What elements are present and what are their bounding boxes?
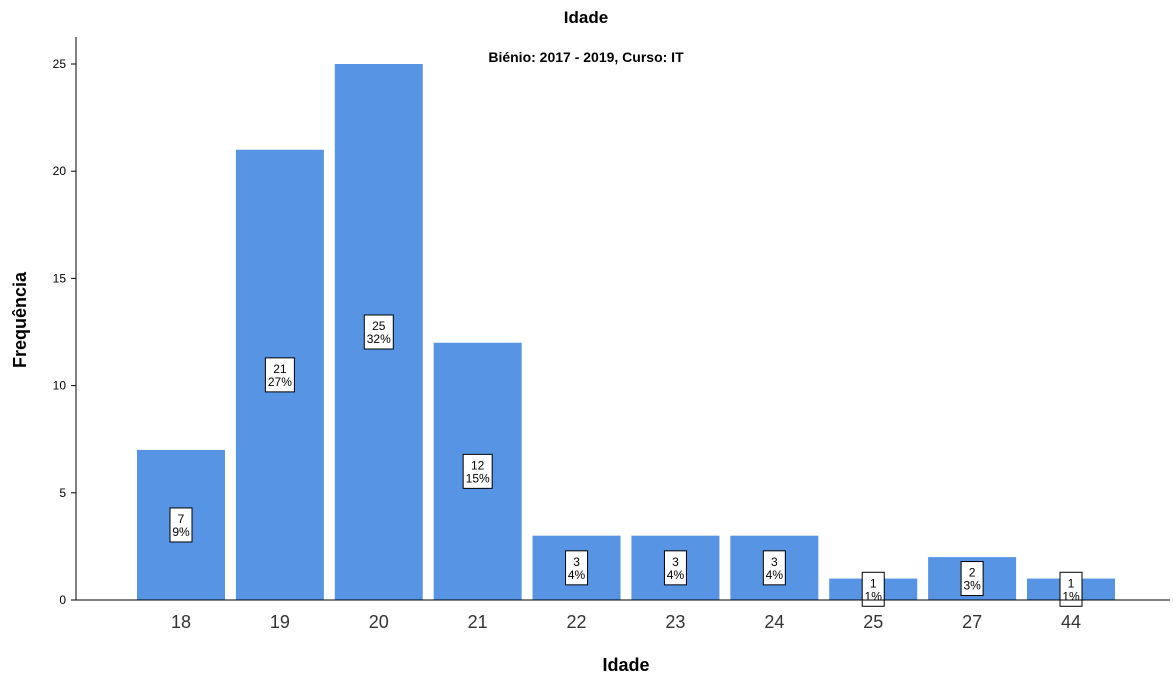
x-tick-label: 23 bbox=[665, 612, 685, 632]
y-tick-label: 5 bbox=[59, 486, 66, 500]
data-label-percent: 4% bbox=[766, 568, 784, 582]
y-tick-label: 10 bbox=[53, 379, 67, 393]
data-label-box bbox=[1059, 571, 1083, 607]
data-label-box bbox=[762, 550, 786, 586]
axes bbox=[75, 37, 1170, 601]
data-label-count: 25 bbox=[372, 319, 386, 333]
x-tick-label: 20 bbox=[369, 612, 389, 632]
data-label-count: 12 bbox=[471, 458, 485, 472]
x-tick-label: 18 bbox=[171, 612, 191, 632]
data-label-count: 21 bbox=[273, 362, 287, 376]
y-tick-label: 20 bbox=[53, 164, 67, 178]
y-axis-ticks: 0 5 10 15 20 25 bbox=[53, 57, 76, 607]
data-label-24: 34% bbox=[762, 550, 786, 586]
data-label-box bbox=[363, 314, 394, 350]
data-label-box bbox=[663, 550, 687, 586]
chart-title: Idade bbox=[564, 8, 608, 27]
data-label-23: 34% bbox=[663, 550, 687, 586]
data-label-percent: 4% bbox=[568, 568, 586, 582]
data-label-box bbox=[565, 550, 589, 586]
y-tick-label: 25 bbox=[53, 57, 67, 71]
data-label-percent: 1% bbox=[865, 589, 883, 603]
data-label-count: 1 bbox=[1068, 576, 1075, 590]
data-label-44: 11% bbox=[1059, 571, 1083, 607]
y-tick-label: 0 bbox=[59, 593, 66, 607]
y-axis-label: Frequência bbox=[10, 271, 30, 368]
data-label-percent: 9% bbox=[172, 525, 190, 539]
x-tick-label: 19 bbox=[270, 612, 290, 632]
data-label-box bbox=[462, 453, 493, 489]
data-label-count: 2 bbox=[969, 566, 976, 580]
y-tick-label: 15 bbox=[53, 271, 67, 285]
data-label-box bbox=[169, 507, 193, 543]
x-tick-label: 22 bbox=[567, 612, 587, 632]
x-tick-label: 24 bbox=[764, 612, 784, 632]
data-label-box bbox=[861, 571, 885, 607]
data-label-percent: 3% bbox=[963, 579, 981, 593]
data-label-25: 11% bbox=[861, 571, 885, 607]
data-label-percent: 27% bbox=[268, 375, 292, 389]
data-label-27: 23% bbox=[960, 561, 984, 597]
data-label-count: 7 bbox=[178, 512, 185, 526]
data-label-percent: 4% bbox=[667, 568, 685, 582]
data-label-18: 79% bbox=[169, 507, 193, 543]
data-label-box bbox=[960, 561, 984, 597]
data-label-percent: 15% bbox=[466, 471, 490, 485]
data-label-count: 1 bbox=[870, 576, 877, 590]
data-label-count: 3 bbox=[771, 555, 778, 569]
data-label-percent: 32% bbox=[367, 332, 391, 346]
x-axis-ticks: 18 19 20 21 22 23 24 25 27 44 bbox=[171, 612, 1081, 632]
data-label-count: 3 bbox=[573, 555, 580, 569]
bars bbox=[137, 64, 1115, 600]
x-axis-label: Idade bbox=[602, 655, 649, 675]
chart-subtitle: Biénio: 2017 - 2019, Curso: IT bbox=[488, 49, 684, 65]
x-tick-label: 25 bbox=[863, 612, 883, 632]
x-tick-label: 21 bbox=[468, 612, 488, 632]
data-label-percent: 1% bbox=[1062, 589, 1080, 603]
data-label-box bbox=[264, 357, 295, 393]
x-tick-label: 44 bbox=[1061, 612, 1081, 632]
data-label-22: 34% bbox=[565, 550, 589, 586]
x-tick-label: 27 bbox=[962, 612, 982, 632]
data-label-count: 3 bbox=[672, 555, 679, 569]
